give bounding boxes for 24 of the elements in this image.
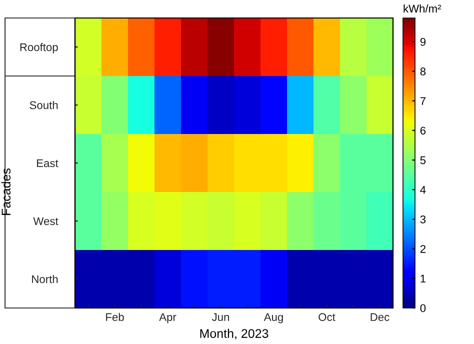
y-tick-label: North	[32, 274, 58, 284]
x-tick-label: Feb	[106, 312, 124, 322]
y-tick-label: Rooftop	[20, 42, 58, 54]
y-axis-title: Facades	[1, 168, 11, 215]
x-tick-label: Aug	[264, 313, 283, 324]
color-bar-label: 5	[420, 156, 426, 164]
y-tick-label: West	[33, 217, 58, 226]
x-tick-label: Apr	[159, 313, 176, 324]
color-bar-label: 0	[420, 304, 426, 312]
x-tick-label: Jun	[212, 313, 229, 322]
color-bar-label: 7	[420, 97, 426, 105]
color-bar-label: 8	[420, 68, 426, 76]
color-bar-label: 2	[420, 245, 426, 253]
color-bar-title: kWh/m²	[404, 4, 442, 13]
color-bar-label: 4	[420, 186, 426, 194]
x-tick-label: Dec	[370, 313, 390, 322]
color-bar-label: 9	[420, 38, 426, 46]
x-tick-label: Oct	[318, 313, 336, 322]
y-tick-label: South	[30, 100, 58, 110]
color-bar-label: 3	[420, 215, 426, 224]
x-axis-title: Month, 2023	[200, 328, 268, 340]
y-tick-label: East	[37, 159, 58, 168]
color-bar-label: 1	[420, 274, 426, 282]
color-bar-label: 6	[420, 126, 426, 135]
